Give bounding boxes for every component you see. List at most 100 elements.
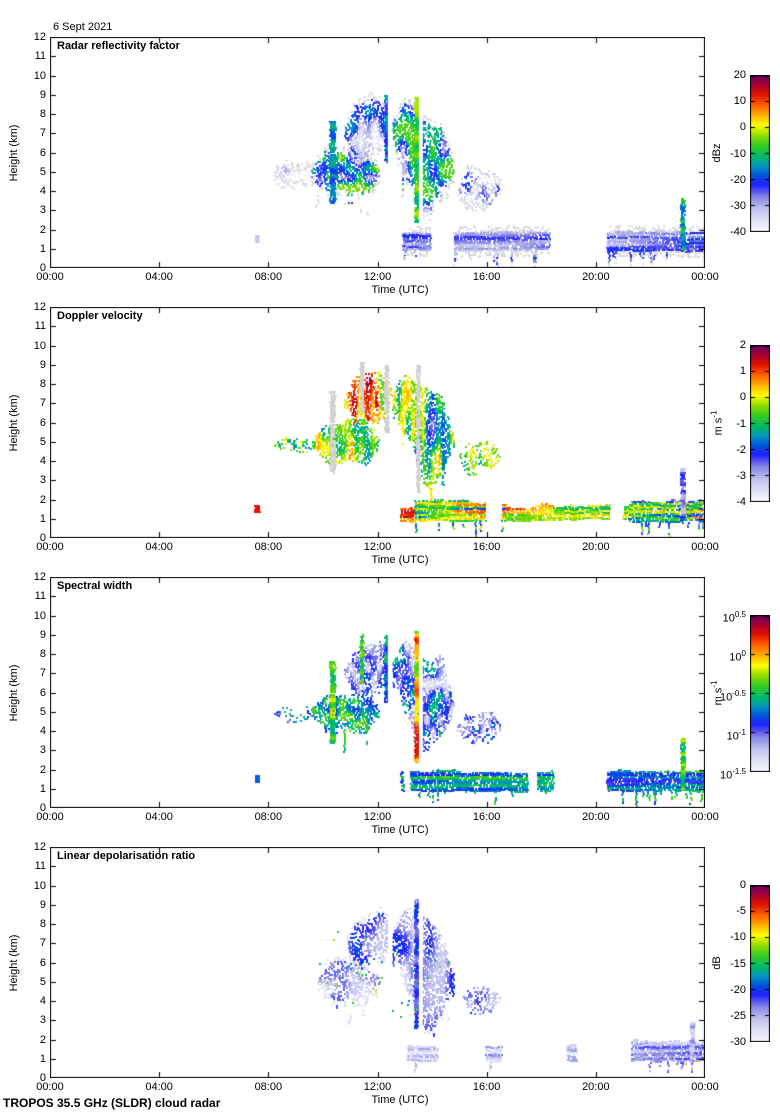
time-tick-label: 08:00 xyxy=(254,811,283,823)
height-tick-label: 5 xyxy=(39,975,46,988)
height-tick-label: 5 xyxy=(39,435,46,448)
time-height-plot xyxy=(50,37,705,268)
colorbar-tick-label: 10-0.5 xyxy=(696,688,746,704)
height-tick-label: 6 xyxy=(39,686,46,699)
height-tick-label: 0 xyxy=(39,802,46,814)
colorbar-tick-label: -20 xyxy=(730,983,746,996)
colorbar-tick-label: 10-1.5 xyxy=(696,766,746,782)
colorbar-tick-label: 10-1 xyxy=(696,727,746,743)
radar-panel: Spectral width Height (km) Time (UTC) m … xyxy=(0,571,780,847)
height-tick-label: 0 xyxy=(39,262,46,274)
colorbar-tick-label: -30 xyxy=(730,199,746,212)
colorbar xyxy=(750,345,770,502)
height-tick-label: 10 xyxy=(33,69,46,82)
time-tick-label: 16:00 xyxy=(472,541,501,553)
time-tick-label: 12:00 xyxy=(363,1081,392,1093)
height-tick-label: 6 xyxy=(39,146,46,159)
tick-base: 10 xyxy=(726,730,739,743)
time-axis-label: Time (UTC) xyxy=(371,1094,429,1106)
height-tick-label: 11 xyxy=(34,50,46,63)
colorbar-tick-label: 1 xyxy=(739,365,746,378)
height-tick-label: 8 xyxy=(39,378,46,390)
height-axis-label: Height (km) xyxy=(8,394,20,452)
colorbar-tick-label: 0 xyxy=(739,391,746,404)
height-tick-label: 2 xyxy=(39,493,46,506)
tick-exp: -1.5 xyxy=(732,767,746,776)
time-tick-label: 04:00 xyxy=(145,541,173,553)
time-tick-label: 12:00 xyxy=(363,541,392,553)
colorbar xyxy=(750,75,770,232)
height-tick-label: 7 xyxy=(39,397,46,410)
tick-base: 10 xyxy=(722,612,735,625)
height-tick-label: 4 xyxy=(39,995,46,1007)
time-tick-label: 08:00 xyxy=(254,271,283,283)
height-tick-label: 3 xyxy=(39,744,46,757)
time-tick-label: 16:00 xyxy=(472,271,501,283)
time-height-plot xyxy=(50,577,705,808)
time-height-plot xyxy=(50,307,705,538)
time-tick-label: 00:00 xyxy=(36,271,64,283)
time-tick-label: 16:00 xyxy=(472,1081,501,1093)
time-tick-label: 00:00 xyxy=(36,811,64,823)
time-tick-label: 04:00 xyxy=(145,811,173,823)
height-tick-label: 1 xyxy=(39,242,46,255)
height-tick-label: 11 xyxy=(34,860,46,873)
colorbar-tick-label: -30 xyxy=(730,1036,746,1048)
height-tick-label: 11 xyxy=(34,590,46,603)
height-tick-label: 7 xyxy=(39,127,46,140)
colorbar-tick-label: -15 xyxy=(730,957,746,970)
height-tick-label: 5 xyxy=(39,165,46,178)
time-tick-label: 20:00 xyxy=(582,271,610,283)
height-tick-label: 6 xyxy=(39,416,46,429)
height-tick-label: 8 xyxy=(39,918,46,930)
time-tick-label: 04:00 xyxy=(145,1081,173,1093)
height-tick-label: 7 xyxy=(39,667,46,680)
time-axis-label: Time (UTC) xyxy=(371,824,429,836)
tick-base: 10 xyxy=(719,691,733,704)
instrument-caption: TROPOS 35.5 GHz (SLDR) cloud radar xyxy=(3,1096,221,1110)
height-tick-label: 6 xyxy=(39,956,46,969)
colorbar-tick-label: -20 xyxy=(730,173,746,186)
time-tick-label: 00:00 xyxy=(36,1081,64,1093)
height-tick-label: 4 xyxy=(39,455,46,467)
tick-exp: 0 xyxy=(741,649,746,659)
colorbar-tick-label: -3 xyxy=(736,469,746,482)
colorbar-tick-label: 0 xyxy=(739,879,746,891)
time-tick-label: 00:00 xyxy=(691,271,719,283)
height-tick-label: 4 xyxy=(39,725,46,737)
height-tick-label: 12 xyxy=(33,571,46,583)
time-tick-label: 00:00 xyxy=(691,1081,719,1093)
tick-exp: 0.5 xyxy=(734,610,746,619)
time-tick-label: 12:00 xyxy=(363,811,392,823)
height-tick-label: 0 xyxy=(39,1072,46,1084)
height-tick-label: 9 xyxy=(39,898,46,911)
height-tick-label: 3 xyxy=(39,474,46,487)
colorbar-tick-label: -2 xyxy=(736,443,746,456)
height-axis-label: Height (km) xyxy=(8,124,20,182)
height-axis-label: Height (km) xyxy=(8,934,20,992)
height-axis-label: Height (km) xyxy=(8,664,20,722)
radar-panel: Doppler velocity Height (km) Time (UTC) … xyxy=(0,301,780,577)
time-axis-label: Time (UTC) xyxy=(371,554,429,566)
colorbar-tick-label: -25 xyxy=(730,1009,746,1022)
colorbar-tick-label: -10 xyxy=(730,147,746,160)
colorbar-tick-label: 0 xyxy=(739,121,746,134)
colorbar-tick-label: -4 xyxy=(736,496,746,508)
time-tick-label: 12:00 xyxy=(363,271,392,283)
height-tick-label: 2 xyxy=(39,1033,46,1046)
panel-title: Spectral width xyxy=(57,580,133,592)
time-tick-label: 08:00 xyxy=(254,541,283,553)
colorbar-tick-label: 100 xyxy=(696,648,746,664)
time-tick-label: 08:00 xyxy=(254,1081,283,1093)
height-tick-label: 8 xyxy=(39,108,46,120)
height-tick-label: 12 xyxy=(33,841,46,853)
height-tick-label: 12 xyxy=(33,31,46,43)
tick-base: 10 xyxy=(719,769,733,782)
radar-panel: Radar reflectivity factor Height (km) Ti… xyxy=(0,31,780,307)
height-tick-label: 4 xyxy=(39,185,46,197)
height-tick-label: 2 xyxy=(39,763,46,776)
time-axis-label: Time (UTC) xyxy=(371,284,429,296)
height-tick-label: 9 xyxy=(39,358,46,371)
time-tick-label: 20:00 xyxy=(582,541,610,553)
